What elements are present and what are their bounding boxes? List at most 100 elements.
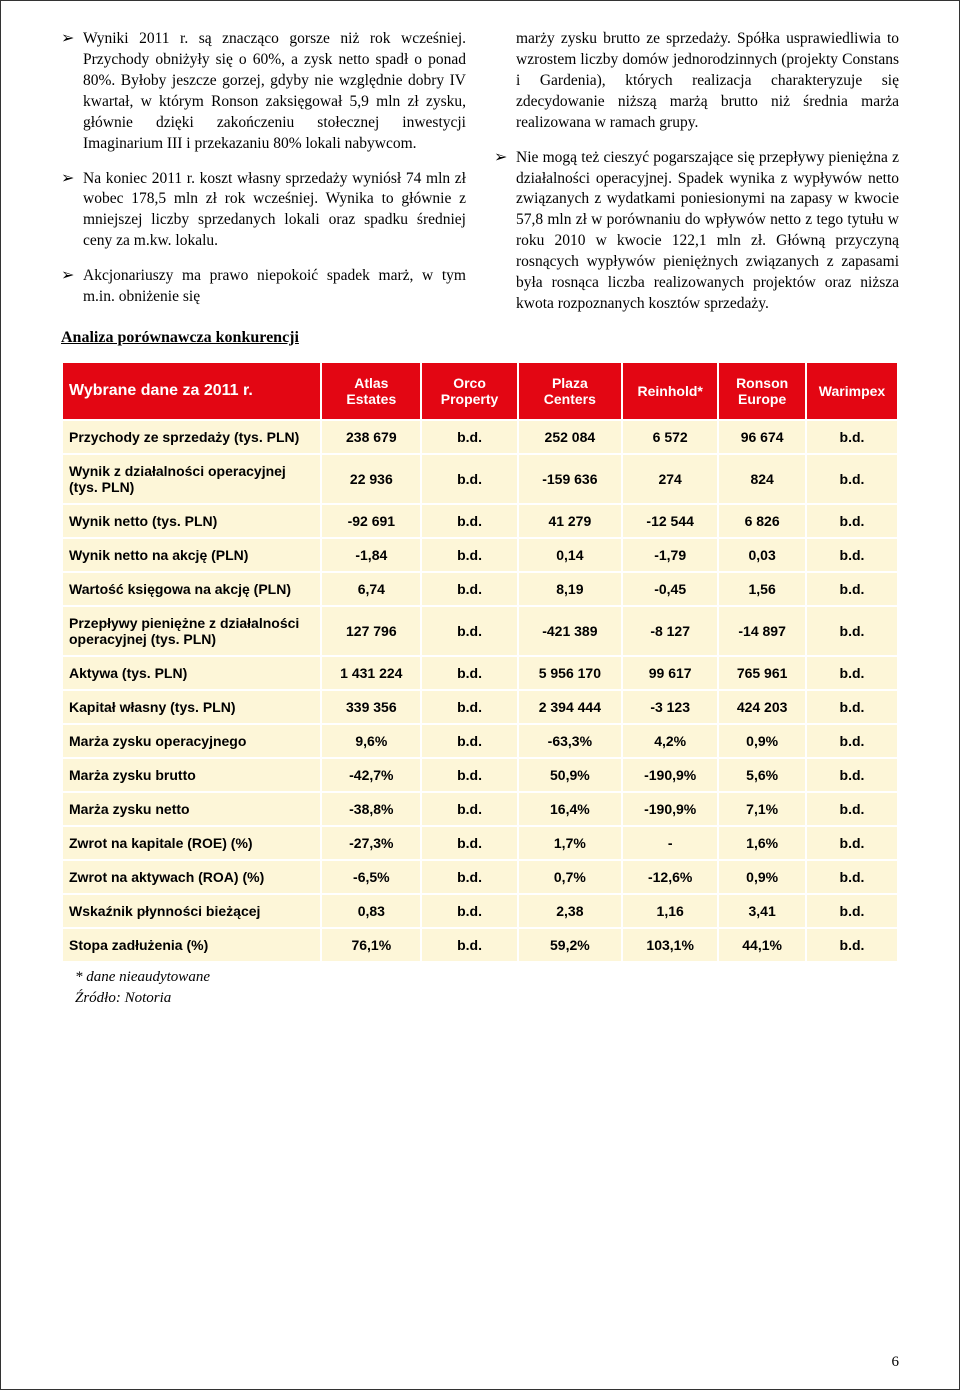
cell: 424 203 <box>718 690 806 724</box>
cell: -27,3% <box>321 826 421 860</box>
row-label: Aktywa (tys. PLN) <box>62 656 321 690</box>
cell: 3,41 <box>718 894 806 928</box>
table-header: Atlas Estates <box>321 362 421 420</box>
row-label: Przepływy pieniężne z działalności opera… <box>62 606 321 656</box>
cell: 0,7% <box>518 860 623 894</box>
cell: -6,5% <box>321 860 421 894</box>
cell: 127 796 <box>321 606 421 656</box>
cell: -3 123 <box>622 690 718 724</box>
cell: b.d. <box>421 656 517 690</box>
cell: 1 431 224 <box>321 656 421 690</box>
paragraph: Na koniec 2011 r. koszt własny sprzedaży… <box>83 169 466 253</box>
cell: 8,19 <box>518 572 623 606</box>
table-row: Marża zysku brutto-42,7%b.d.50,9%-190,9%… <box>62 758 898 792</box>
cell: 16,4% <box>518 792 623 826</box>
cell: -190,9% <box>622 758 718 792</box>
row-label: Wskaźnik płynności bieżącej <box>62 894 321 928</box>
table-row: Marża zysku operacyjnego9,6%b.d.-63,3%4,… <box>62 724 898 758</box>
row-label: Wartość księgowa na akcję (PLN) <box>62 572 321 606</box>
table-row: Wskaźnik płynności bieżącej0,83b.d.2,381… <box>62 894 898 928</box>
row-label: Zwrot na kapitale (ROE) (%) <box>62 826 321 860</box>
cell: 76,1% <box>321 928 421 962</box>
row-label: Kapitał własny (tys. PLN) <box>62 690 321 724</box>
cell: 6 572 <box>622 420 718 454</box>
cell: 59,2% <box>518 928 623 962</box>
cell: b.d. <box>806 504 898 538</box>
cell: -14 897 <box>718 606 806 656</box>
cell: b.d. <box>806 538 898 572</box>
cell: b.d. <box>421 606 517 656</box>
cell: 1,7% <box>518 826 623 860</box>
cell: -12,6% <box>622 860 718 894</box>
row-label: Przychody ze sprzedaży (tys. PLN) <box>62 420 321 454</box>
table-row: Kapitał własny (tys. PLN)339 356b.d.2 39… <box>62 690 898 724</box>
paragraph: Akcjonariuszy ma prawo niepokoić spadek … <box>83 266 466 308</box>
cell: 2,38 <box>518 894 623 928</box>
cell: 1,16 <box>622 894 718 928</box>
cell: b.d. <box>421 724 517 758</box>
cell: -8 127 <box>622 606 718 656</box>
cell: 339 356 <box>321 690 421 724</box>
bullet-item: ➢ Wyniki 2011 r. są znacząco gorsze niż … <box>61 29 466 155</box>
cell: b.d. <box>806 758 898 792</box>
cell: 824 <box>718 454 806 504</box>
cell: 1,6% <box>718 826 806 860</box>
bullet-continuation: marży zysku brutto ze sprzedaży. Spółka … <box>494 29 899 134</box>
cell: b.d. <box>806 606 898 656</box>
table-header: Plaza Centers <box>518 362 623 420</box>
cell: - <box>622 826 718 860</box>
cell: b.d. <box>806 690 898 724</box>
section-heading: Analiza porównawcza konkurencji <box>61 329 899 347</box>
row-label: Marża zysku operacyjnego <box>62 724 321 758</box>
cell: b.d. <box>421 538 517 572</box>
table-row: Aktywa (tys. PLN)1 431 224b.d.5 956 1709… <box>62 656 898 690</box>
row-label: Marża zysku netto <box>62 792 321 826</box>
cell: -38,8% <box>321 792 421 826</box>
table-header-title: Wybrane dane za 2011 r. <box>62 362 321 420</box>
table-row: Wynik z działalności operacyjnej (tys. P… <box>62 454 898 504</box>
cell: b.d. <box>421 792 517 826</box>
footnote-line: * dane nieaudytowane <box>75 967 899 988</box>
cell: 0,9% <box>718 860 806 894</box>
cell: 238 679 <box>321 420 421 454</box>
comparison-table: Wybrane dane za 2011 r. Atlas Estates Or… <box>61 361 899 963</box>
paragraph: marży zysku brutto ze sprzedaży. Spółka … <box>516 29 899 134</box>
table-header: Ronson Europe <box>718 362 806 420</box>
table-row: Marża zysku netto-38,8%b.d.16,4%-190,9%7… <box>62 792 898 826</box>
row-label: Zwrot na aktywach (ROA) (%) <box>62 860 321 894</box>
cell: b.d. <box>421 690 517 724</box>
cell: b.d. <box>421 860 517 894</box>
cell: 0,14 <box>518 538 623 572</box>
cell: b.d. <box>421 504 517 538</box>
table-row: Wynik netto na akcję (PLN)-1,84b.d.0,14-… <box>62 538 898 572</box>
table-row: Zwrot na kapitale (ROE) (%)-27,3%b.d.1,7… <box>62 826 898 860</box>
cell: 6 826 <box>718 504 806 538</box>
cell: b.d. <box>806 572 898 606</box>
cell: b.d. <box>806 454 898 504</box>
table-row: Przepływy pieniężne z działalności opera… <box>62 606 898 656</box>
left-column: ➢ Wyniki 2011 r. są znacząco gorsze niż … <box>61 29 466 315</box>
cell: b.d. <box>806 420 898 454</box>
footnote: * dane nieaudytowane Źródło: Notoria <box>61 967 899 1009</box>
two-column-text: ➢ Wyniki 2011 r. są znacząco gorsze niż … <box>61 29 899 315</box>
cell: b.d. <box>806 792 898 826</box>
table-header: Reinhold* <box>622 362 718 420</box>
cell: 2 394 444 <box>518 690 623 724</box>
cell: -1,79 <box>622 538 718 572</box>
cell: b.d. <box>806 894 898 928</box>
cell: -42,7% <box>321 758 421 792</box>
row-label: Marża zysku brutto <box>62 758 321 792</box>
bullet-item: ➢ Akcjonariuszy ma prawo niepokoić spade… <box>61 266 466 308</box>
cell: b.d. <box>806 656 898 690</box>
cell: 7,1% <box>718 792 806 826</box>
table-row: Wynik netto (tys. PLN)-92 691b.d.41 279-… <box>62 504 898 538</box>
cell: b.d. <box>421 758 517 792</box>
cell: 50,9% <box>518 758 623 792</box>
right-column: marży zysku brutto ze sprzedaży. Spółka … <box>494 29 899 315</box>
cell: b.d. <box>806 928 898 962</box>
cell: 22 936 <box>321 454 421 504</box>
page-number: 6 <box>892 1354 900 1371</box>
cell: 0,9% <box>718 724 806 758</box>
row-label: Stopa zadłużenia (%) <box>62 928 321 962</box>
table-body: Przychody ze sprzedaży (tys. PLN)238 679… <box>62 420 898 962</box>
